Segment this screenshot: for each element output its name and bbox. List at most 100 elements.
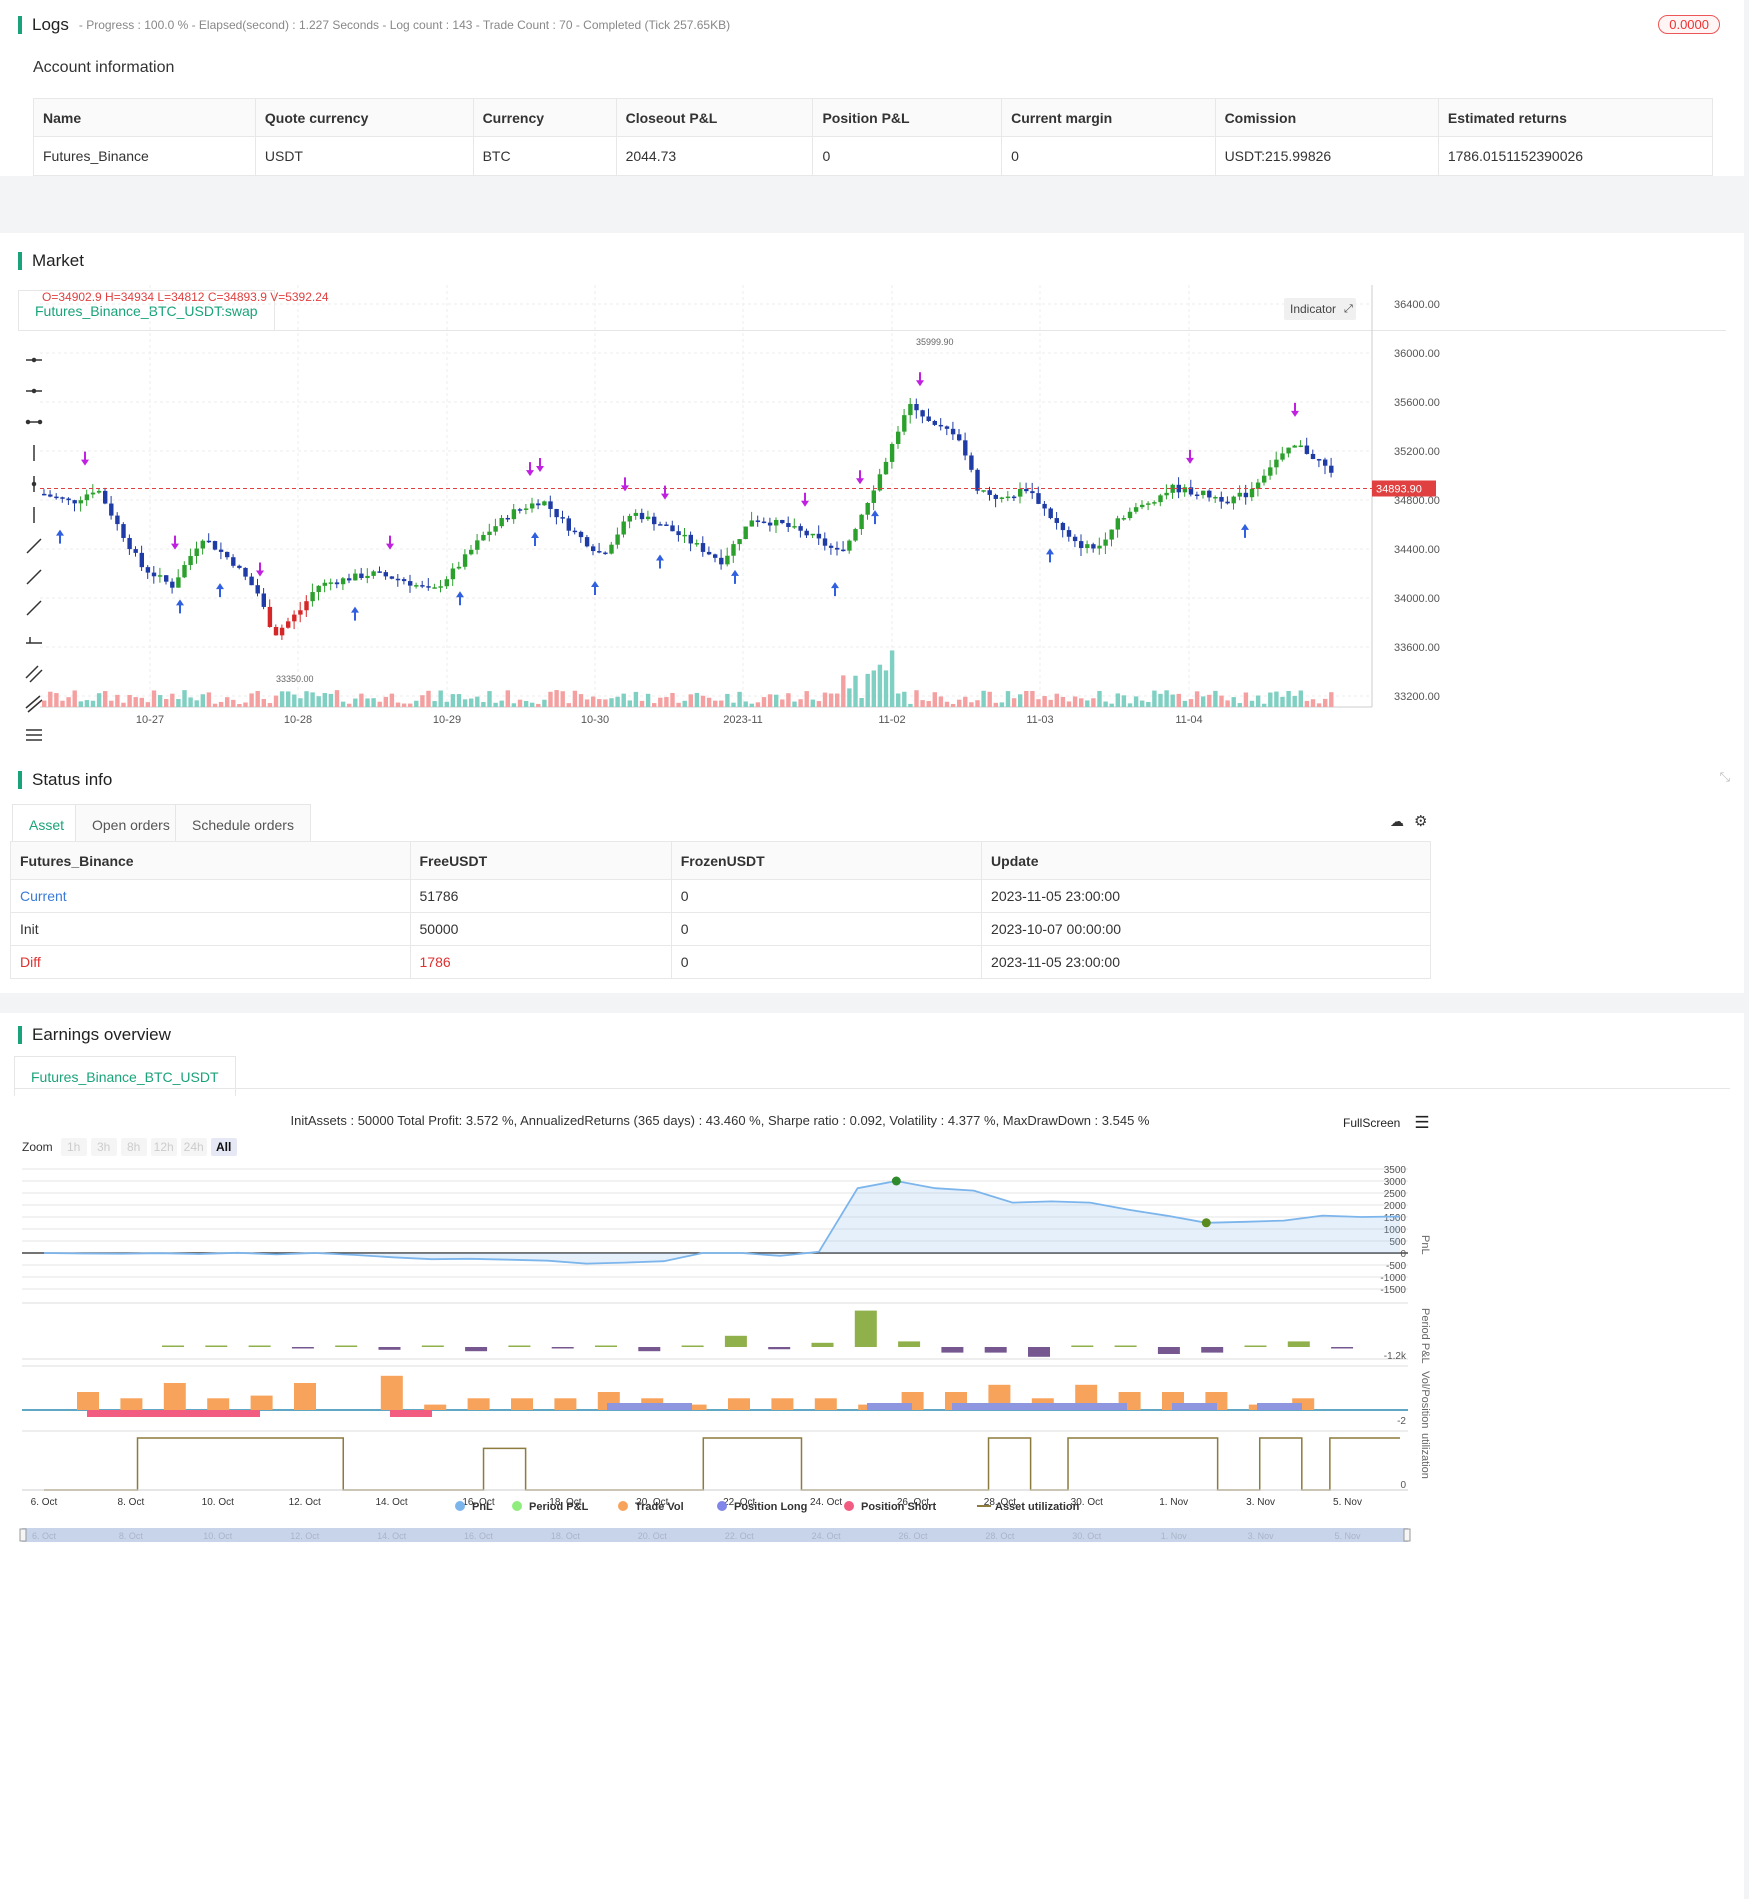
zoom-button-12h[interactable]: 12h xyxy=(150,1138,177,1156)
candle-body xyxy=(109,503,114,516)
candle-body xyxy=(859,514,864,530)
candle-body xyxy=(1194,494,1200,497)
volume-bar xyxy=(914,690,919,707)
tab-asset[interactable]: Asset xyxy=(12,804,82,844)
volume-bar xyxy=(60,700,65,707)
volume-bar xyxy=(706,697,712,707)
volume-bar xyxy=(511,703,517,707)
tab-open-orders[interactable]: Open orders xyxy=(75,804,187,844)
candle-body xyxy=(340,578,346,585)
candle-body xyxy=(1292,445,1297,448)
fib-lines-icon[interactable] xyxy=(25,695,43,713)
volume-bar xyxy=(450,694,456,707)
legend-item-pnl[interactable]: PnL xyxy=(455,1501,493,1513)
candle-body xyxy=(249,576,254,586)
legend-item-position-short[interactable]: Position Short xyxy=(844,1501,937,1513)
legend-item-asset-utilization[interactable]: Asset utilization xyxy=(977,1501,1080,1513)
volume-bar xyxy=(237,703,242,707)
volume-bar xyxy=(359,693,364,707)
indicator-button[interactable]: Indicator ⤢ xyxy=(1284,298,1356,320)
expand-icon: ⤢ xyxy=(1344,302,1353,315)
candle-body xyxy=(1316,459,1322,461)
drawdown-point-marker xyxy=(1201,1218,1211,1228)
volume-bar xyxy=(225,697,230,707)
cloud-download-icon[interactable]: ☁ xyxy=(1390,813,1404,829)
volume-bar xyxy=(121,702,126,707)
legend-item-trade-vol[interactable]: Trade Vol xyxy=(618,1501,684,1513)
zoom-button-24h[interactable]: 24h xyxy=(180,1138,207,1156)
zoom-button-All[interactable]: All xyxy=(210,1138,237,1156)
volume-bar xyxy=(145,702,151,707)
candle-body xyxy=(267,606,273,628)
parallel-channel-icon[interactable] xyxy=(25,665,43,683)
ray-icon[interactable] xyxy=(26,569,42,585)
earnings-chart[interactable]: 3500300025002000150010005000-500-1000-15… xyxy=(0,1163,1440,1899)
volume-bar xyxy=(749,703,754,707)
candle-body xyxy=(1201,490,1206,496)
candle-body xyxy=(1286,447,1291,454)
vol-tick-label: -2 xyxy=(1397,1416,1406,1427)
market-tab-underline xyxy=(18,330,1726,331)
tab-earnings-symbol[interactable]: Futures_Binance_BTC_USDT xyxy=(14,1056,236,1096)
candle-body xyxy=(304,601,309,611)
legend-dot-icon xyxy=(455,1501,465,1511)
position-short-bar xyxy=(390,1410,432,1417)
volume-bar xyxy=(78,701,83,707)
fib-retracement-icon[interactable] xyxy=(26,729,42,741)
candle-body xyxy=(853,529,858,541)
tab-market-symbol[interactable]: Futures_Binance_BTC_USDT:swap xyxy=(18,290,275,330)
candle-body xyxy=(584,537,590,547)
candle-body xyxy=(755,520,761,522)
period-axis-title: Period P&L xyxy=(1419,1308,1431,1364)
zoom-button-1h[interactable]: 1h xyxy=(60,1138,87,1156)
candle-body xyxy=(664,524,669,526)
account-cell: 1786.0151152390026 xyxy=(1437,136,1714,176)
date-tick-label: 3. Nov xyxy=(1246,1497,1275,1508)
extended-line-icon[interactable] xyxy=(25,419,43,425)
legend-item-position-long[interactable]: Position Long xyxy=(717,1501,807,1513)
candle-body xyxy=(66,498,71,501)
segment-icon[interactable] xyxy=(26,600,42,616)
candle-body xyxy=(139,552,144,568)
gear-icon[interactable]: ⚙ xyxy=(1414,813,1428,830)
price-label-icon[interactable] xyxy=(26,637,42,644)
candle-body xyxy=(749,520,754,527)
util-axis-title: utilization xyxy=(1419,1433,1431,1479)
candle-body xyxy=(389,576,395,579)
horizontal-ray-icon[interactable] xyxy=(26,357,42,363)
volume-bar xyxy=(103,691,108,707)
candle-body xyxy=(206,540,212,543)
volume-bar xyxy=(1304,700,1310,707)
menu-icon[interactable]: ☰ xyxy=(1414,1113,1430,1132)
volume-bar xyxy=(688,694,693,707)
volume-bar xyxy=(902,691,907,707)
vertical-ray-icon[interactable] xyxy=(31,476,37,492)
candlestick-chart[interactable]: 36400.00 36000.00 35600.00 35200.00 34800.00… xyxy=(40,285,1440,725)
collapse-icon[interactable]: ⤡ xyxy=(1719,769,1730,784)
candle-body xyxy=(1262,475,1267,483)
candle-body xyxy=(841,549,846,552)
zoom-button-3h[interactable]: 3h xyxy=(90,1138,117,1156)
navigator-tick-label: 28. Oct xyxy=(985,1531,1015,1541)
trade-vol-bar xyxy=(511,1398,533,1410)
asset-table: Futures_Binance FreeUSDT FrozenUSDT Update … xyxy=(10,841,1431,979)
candle-body xyxy=(865,502,870,515)
trend-line-icon[interactable] xyxy=(26,538,42,554)
horizontal-line-icon[interactable] xyxy=(26,388,42,394)
account-col-header: Position P&L xyxy=(812,98,1003,137)
asset-cell: 0 xyxy=(670,912,983,946)
tab-schedule-orders[interactable]: Schedule orders xyxy=(175,804,311,844)
volume-bar xyxy=(1140,700,1145,707)
period-pnl-bar xyxy=(1028,1347,1050,1357)
date-tick-label: 22. Oct xyxy=(723,1497,755,1508)
candle-body xyxy=(713,554,718,558)
fullscreen-button[interactable]: FullScreen ☰ xyxy=(1343,1113,1430,1133)
legend-item-period-p-l[interactable]: Period P&L xyxy=(512,1501,589,1513)
volume-bar xyxy=(542,699,547,707)
volume-bar xyxy=(1213,690,1218,707)
candle-body xyxy=(609,544,614,554)
volume-bar xyxy=(401,703,407,707)
candle-body xyxy=(261,593,266,607)
zoom-button-8h[interactable]: 8h xyxy=(120,1138,147,1156)
candle-body xyxy=(877,474,883,491)
